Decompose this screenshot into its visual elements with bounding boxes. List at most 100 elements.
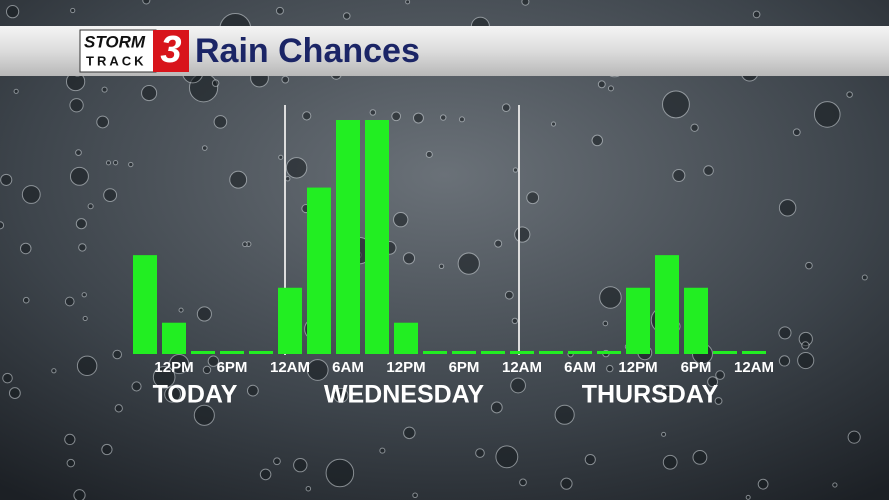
logo-number-box <box>153 30 189 72</box>
raindrop <box>672 168 686 182</box>
raindrop <box>846 91 853 98</box>
raindrop <box>325 458 355 488</box>
raindrop <box>813 101 841 128</box>
logo-box <box>79 29 157 73</box>
x-tick-label: 12AM <box>734 359 774 376</box>
raindrop <box>211 79 220 87</box>
raindrop <box>51 368 57 374</box>
raindrop <box>475 448 485 458</box>
raindrop <box>715 370 725 380</box>
raindrop <box>76 355 98 377</box>
raindrop <box>662 90 690 119</box>
x-tick-label: 12PM <box>618 359 657 376</box>
raindrop <box>229 170 248 189</box>
raindrop <box>101 86 108 93</box>
raindrop <box>847 430 861 444</box>
raindrop <box>690 123 699 132</box>
raindrop <box>64 433 76 446</box>
raindrop <box>832 482 838 488</box>
raindrop <box>103 188 118 203</box>
raindrop <box>164 385 181 403</box>
raindrop <box>105 160 112 166</box>
raindrop <box>597 80 606 89</box>
x-tick-label: 6PM <box>449 359 480 376</box>
raindrop <box>0 173 13 186</box>
raindrop <box>757 478 769 490</box>
raindrop <box>512 167 519 173</box>
bar <box>162 322 186 353</box>
raindrop <box>278 154 284 160</box>
x-tick-label: 12AM <box>270 359 310 376</box>
raindrop <box>112 160 119 166</box>
raindrop <box>207 355 220 367</box>
baseline-dash <box>249 351 273 354</box>
bar <box>365 120 389 353</box>
raindrop <box>514 226 531 243</box>
raindrop <box>495 445 519 469</box>
raindrop <box>661 385 674 398</box>
bar <box>133 255 157 353</box>
raindrop <box>752 10 761 19</box>
raindrop <box>599 286 622 309</box>
raindrop <box>778 355 791 367</box>
raindrop <box>306 359 329 381</box>
raindrop <box>75 218 87 230</box>
raindrop <box>801 341 810 350</box>
raindrop <box>202 365 212 375</box>
raindrop <box>342 12 351 20</box>
bar <box>394 322 418 353</box>
raindrop <box>19 242 32 255</box>
raindrop <box>412 492 418 499</box>
baseline-dash <box>423 351 447 354</box>
raindrop <box>504 290 514 300</box>
raindrop <box>142 0 151 5</box>
raindrop <box>511 317 519 325</box>
baseline-dash <box>510 351 534 354</box>
raindrop <box>305 485 312 492</box>
x-tick-label: 12PM <box>386 359 425 376</box>
raindrop <box>0 221 5 230</box>
raindrop <box>379 447 386 454</box>
raindrop <box>591 134 604 147</box>
raindrop <box>391 111 402 122</box>
logo-top: STORM <box>84 32 146 51</box>
baseline-dash <box>597 351 621 354</box>
baseline-dash <box>452 351 476 354</box>
raindrop <box>213 115 228 129</box>
raindrop <box>550 121 557 127</box>
raindrop <box>393 212 409 228</box>
raindrop <box>81 292 87 298</box>
chart-title: Rain Chances <box>195 32 420 70</box>
raindrop <box>606 364 614 373</box>
x-tick-label: 6PM <box>217 359 248 376</box>
raindrop <box>78 243 87 252</box>
raindrop <box>369 109 377 116</box>
baseline-dash <box>742 351 766 354</box>
raindrop <box>510 377 526 394</box>
raindrop <box>201 145 208 151</box>
raindrop <box>64 296 75 307</box>
raindrop <box>112 349 122 360</box>
raindrop <box>490 401 503 414</box>
raindrop <box>101 443 113 456</box>
raindrop <box>403 426 416 440</box>
raindrop <box>501 103 511 112</box>
day-label: TODAY <box>153 381 238 409</box>
raindrop <box>114 404 123 413</box>
raindrop <box>302 111 312 121</box>
bar <box>278 287 302 353</box>
raindrop <box>662 454 678 470</box>
day-label: THURSDAY <box>582 381 719 409</box>
baseline-dash <box>539 351 563 354</box>
x-tick-label: 6AM <box>332 359 364 376</box>
x-tick-label: 12PM <box>154 359 193 376</box>
raindrop <box>2 372 13 384</box>
raindrop <box>494 239 503 248</box>
baseline-dash <box>481 351 505 354</box>
raindrop <box>519 478 527 487</box>
raindrop <box>5 5 20 19</box>
raindrop <box>521 0 530 6</box>
raindrop <box>285 157 308 179</box>
raindrop <box>607 85 614 92</box>
